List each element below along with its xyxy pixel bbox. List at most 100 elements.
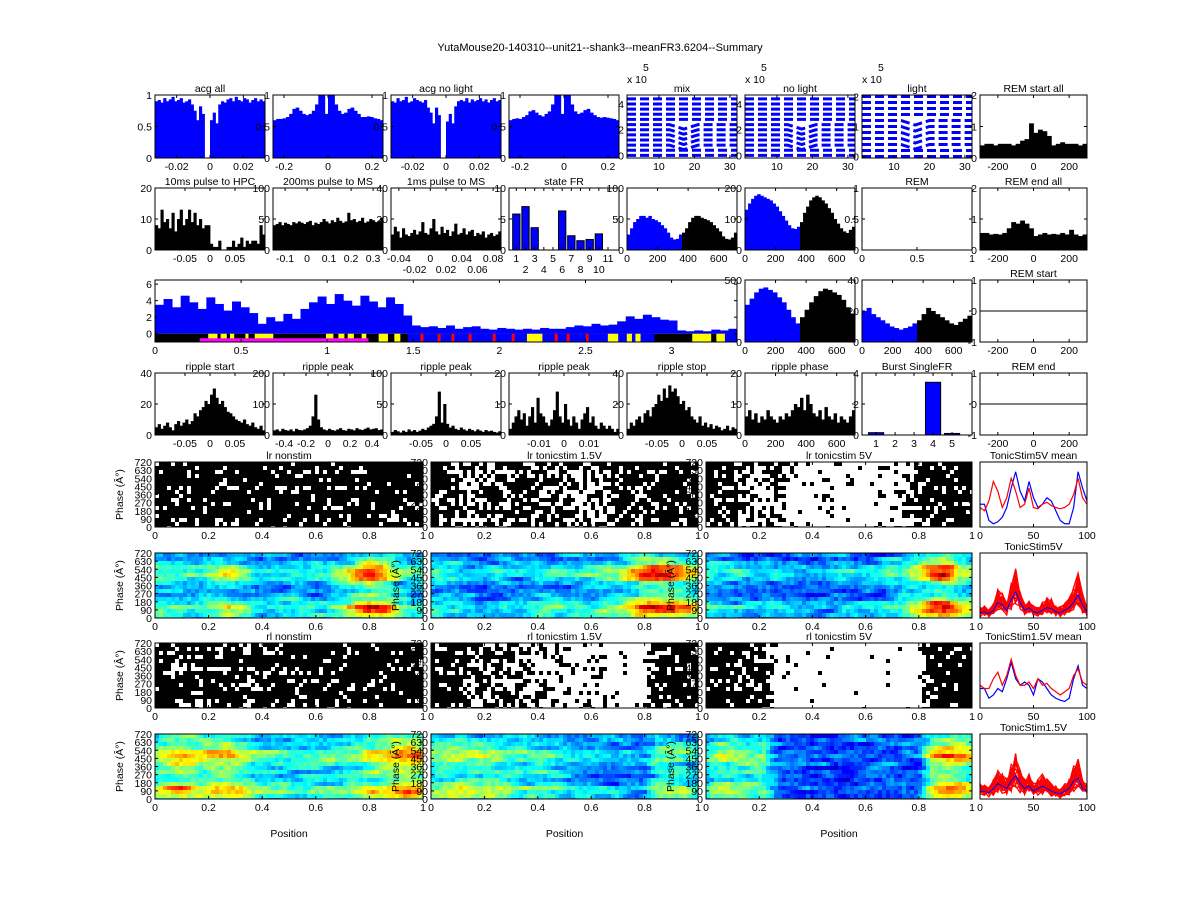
heatmap-cell (403, 565, 408, 570)
spike-point (379, 510, 383, 514)
hist-bar (790, 317, 796, 342)
spike-point (778, 486, 782, 490)
heatmap-cell (375, 573, 380, 578)
spike-point (403, 482, 407, 486)
spike-point (483, 470, 487, 474)
spike-point (922, 494, 926, 498)
spike-point (627, 522, 631, 526)
x-tick-label: 20 (807, 161, 819, 173)
spike-point (691, 466, 695, 470)
subplot-title: REM (905, 176, 928, 188)
heatmap-cell (287, 585, 292, 590)
spike-point (523, 466, 527, 470)
hist-bar (534, 112, 539, 158)
spike-point (718, 502, 722, 506)
spike-point (403, 506, 407, 510)
heatmap-cell (279, 561, 284, 566)
x-tick-label: 400 (914, 345, 932, 357)
spike-point (914, 486, 918, 490)
x-tick-label: 0.05 (461, 438, 482, 450)
heatmap-cell (323, 565, 328, 570)
spike-point (219, 486, 223, 490)
spike-point (926, 490, 930, 494)
spike-point (279, 470, 283, 474)
hist-bar (726, 425, 730, 435)
heatmap-cell (307, 565, 312, 570)
heatmap-cell (207, 561, 212, 566)
spike-point (619, 462, 623, 466)
hist-bar (443, 404, 447, 435)
heatmap-cell (411, 565, 416, 570)
spike-point (359, 518, 363, 522)
y-tick-label: 540 (685, 473, 703, 485)
hist-bar (413, 98, 417, 158)
heatmap-cell (403, 569, 408, 574)
spike-point (599, 502, 603, 506)
hist-bar (180, 295, 190, 334)
spike-point (714, 494, 718, 498)
spike-point (790, 470, 794, 474)
heatmap-cell (251, 569, 256, 574)
spike-point (543, 470, 547, 474)
spike-point (627, 518, 631, 522)
spike-point (567, 510, 571, 514)
spike-point (451, 482, 455, 486)
spike-point (527, 486, 531, 490)
hist-bar (226, 99, 230, 158)
spike-point (651, 478, 655, 482)
heatmap-cell (171, 561, 176, 566)
hist-bar (429, 228, 433, 250)
heatmap-cell (259, 593, 264, 598)
spike-point (155, 518, 159, 522)
spike-point (691, 514, 695, 518)
hist-bar (809, 302, 815, 342)
heatmap-cell (215, 585, 220, 590)
spike-point (762, 514, 766, 518)
y-tick-label: 540 (410, 473, 428, 485)
hist-bar (308, 113, 313, 158)
heatmap-cell (263, 581, 268, 586)
spike-point (195, 482, 199, 486)
spike-point (950, 514, 954, 518)
hist-bar (786, 309, 792, 342)
spike-point (311, 518, 315, 522)
x-tick-label: 0.8 (911, 530, 926, 542)
y-tick-label: 0 (146, 522, 152, 534)
heatmap-cell (311, 613, 316, 618)
hist-bar (298, 110, 303, 158)
spike-point (375, 478, 379, 482)
spike-point (730, 502, 734, 506)
spike-point (195, 502, 199, 506)
heatmap-cell (223, 585, 228, 590)
spike-point (155, 470, 159, 474)
hist-bar (679, 404, 683, 435)
hist-bar (600, 325, 610, 334)
spike-point (167, 478, 171, 482)
y-tick-label: 0 (382, 430, 388, 442)
spike-point (323, 490, 327, 494)
spike-point (930, 494, 934, 498)
spike-point (271, 478, 275, 482)
spike-point (247, 470, 251, 474)
heatmap-cell (371, 581, 376, 586)
spike-point (631, 510, 635, 514)
heatmap-cell (183, 569, 188, 574)
heatmap-cell (263, 577, 268, 582)
heatmap-cell (311, 605, 316, 610)
heatmap-cell (203, 597, 208, 602)
hist-bar (322, 219, 326, 250)
spike-point (263, 510, 267, 514)
spike-point (307, 490, 311, 494)
spike-point (335, 518, 339, 522)
heatmap-cell (155, 553, 160, 558)
spike-point (407, 462, 411, 466)
spike-point (347, 466, 351, 470)
spike-point (691, 490, 695, 494)
spike-point (695, 490, 698, 494)
y-tick-label: 0 (382, 153, 388, 165)
hist-bar (232, 240, 236, 250)
spike-point (499, 518, 503, 522)
y-tick-label: 6 (146, 279, 152, 291)
spike-point (235, 514, 239, 518)
heatmap-cell (295, 613, 300, 618)
